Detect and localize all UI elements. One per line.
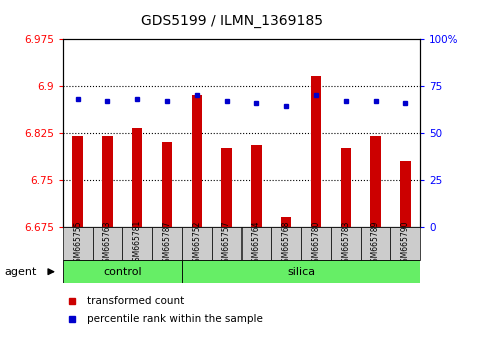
Bar	[152, 227, 182, 260]
Bar	[122, 227, 152, 260]
Text: GSM665764: GSM665764	[252, 220, 261, 267]
Bar	[341, 148, 351, 227]
Bar	[311, 76, 321, 227]
Bar	[370, 136, 381, 227]
Text: silica: silica	[287, 267, 315, 277]
Bar	[221, 148, 232, 227]
Text: GSM665752: GSM665752	[192, 220, 201, 267]
Bar	[301, 227, 331, 260]
Bar	[212, 227, 242, 260]
Text: agent: agent	[5, 267, 37, 277]
Bar	[242, 227, 271, 260]
Bar	[390, 227, 420, 260]
Text: GSM665755: GSM665755	[73, 220, 82, 267]
Text: GSM665783: GSM665783	[341, 220, 350, 267]
Text: control: control	[103, 267, 142, 277]
Text: GSM665789: GSM665789	[371, 220, 380, 267]
Text: percentile rank within the sample: percentile rank within the sample	[87, 314, 263, 324]
Bar	[93, 227, 122, 260]
Text: GDS5199 / ILMN_1369185: GDS5199 / ILMN_1369185	[141, 14, 323, 28]
Text: GSM665763: GSM665763	[103, 220, 112, 267]
Text: GSM665781: GSM665781	[133, 220, 142, 267]
Bar	[182, 227, 212, 260]
Text: GSM665757: GSM665757	[222, 220, 231, 267]
Bar	[72, 136, 83, 227]
Bar	[102, 136, 113, 227]
Bar	[63, 227, 93, 260]
Bar	[281, 217, 291, 227]
Bar	[182, 260, 420, 283]
Text: GSM665790: GSM665790	[401, 220, 410, 267]
Bar	[400, 161, 411, 227]
Text: transformed count: transformed count	[87, 296, 184, 306]
Bar	[361, 227, 390, 260]
Text: GSM665768: GSM665768	[282, 220, 291, 267]
Text: GSM665780: GSM665780	[312, 220, 320, 267]
Bar	[271, 227, 301, 260]
Bar	[162, 142, 172, 227]
Bar	[251, 145, 262, 227]
Bar	[132, 129, 142, 227]
Text: GSM665787: GSM665787	[163, 220, 171, 267]
Bar	[331, 227, 361, 260]
Bar	[63, 260, 182, 283]
Bar	[192, 95, 202, 227]
